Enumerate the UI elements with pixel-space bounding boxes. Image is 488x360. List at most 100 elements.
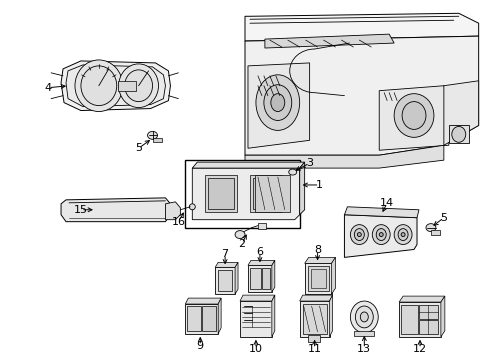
Polygon shape <box>185 304 218 334</box>
Polygon shape <box>240 295 274 301</box>
Polygon shape <box>192 168 299 220</box>
Bar <box>257 223 265 229</box>
Text: 1: 1 <box>315 180 323 190</box>
Polygon shape <box>61 198 170 222</box>
Polygon shape <box>379 86 448 150</box>
Polygon shape <box>66 65 165 107</box>
Polygon shape <box>304 264 331 294</box>
Bar <box>302 304 326 334</box>
Bar <box>187 306 201 331</box>
Polygon shape <box>244 13 478 41</box>
Polygon shape <box>208 178 234 209</box>
Polygon shape <box>61 61 170 111</box>
Polygon shape <box>304 257 335 264</box>
Polygon shape <box>443 81 478 145</box>
Text: 5: 5 <box>135 143 142 153</box>
Bar <box>202 306 216 331</box>
Polygon shape <box>249 175 281 212</box>
Text: 9: 9 <box>196 341 203 351</box>
Ellipse shape <box>189 204 195 210</box>
Text: 14: 14 <box>379 198 393 208</box>
Bar <box>400 305 417 334</box>
Text: 12: 12 <box>412 344 426 354</box>
Polygon shape <box>252 178 278 209</box>
Ellipse shape <box>235 231 244 239</box>
Ellipse shape <box>264 85 291 121</box>
Polygon shape <box>398 296 444 302</box>
Text: 5: 5 <box>440 213 447 223</box>
Polygon shape <box>218 298 221 334</box>
Polygon shape <box>344 207 418 218</box>
Ellipse shape <box>81 66 117 105</box>
Text: 16: 16 <box>171 217 185 227</box>
Polygon shape <box>205 175 237 212</box>
Polygon shape <box>240 301 271 337</box>
Polygon shape <box>331 257 335 294</box>
Ellipse shape <box>360 312 367 322</box>
Ellipse shape <box>75 60 122 112</box>
Polygon shape <box>329 295 332 337</box>
Polygon shape <box>271 295 274 337</box>
Polygon shape <box>440 296 444 337</box>
Polygon shape <box>185 298 221 304</box>
Ellipse shape <box>375 229 386 240</box>
Ellipse shape <box>119 64 158 108</box>
Polygon shape <box>247 260 274 265</box>
Polygon shape <box>165 202 180 220</box>
Text: 4: 4 <box>44 83 52 93</box>
Polygon shape <box>192 162 304 168</box>
Bar <box>262 268 269 289</box>
Ellipse shape <box>147 131 157 139</box>
Ellipse shape <box>357 233 361 237</box>
Polygon shape <box>264 34 393 48</box>
Polygon shape <box>247 63 309 148</box>
Ellipse shape <box>124 70 152 102</box>
Bar <box>307 266 328 291</box>
Polygon shape <box>344 215 416 257</box>
Polygon shape <box>299 162 304 215</box>
Bar <box>118 81 135 91</box>
Text: 3: 3 <box>305 158 312 168</box>
Ellipse shape <box>397 229 407 240</box>
Polygon shape <box>215 267 235 294</box>
Polygon shape <box>247 265 271 292</box>
Ellipse shape <box>451 126 465 142</box>
Polygon shape <box>299 295 332 301</box>
Text: 11: 11 <box>307 344 321 354</box>
Bar <box>310 269 325 288</box>
Text: 2: 2 <box>238 239 245 248</box>
Polygon shape <box>244 145 443 168</box>
Bar <box>152 138 162 142</box>
Bar <box>307 335 319 342</box>
Ellipse shape <box>400 233 404 237</box>
Text: 8: 8 <box>313 246 321 256</box>
Ellipse shape <box>288 169 296 175</box>
Bar <box>430 230 439 235</box>
Polygon shape <box>271 260 274 292</box>
Text: 6: 6 <box>256 247 263 257</box>
Text: 13: 13 <box>357 344 370 354</box>
Polygon shape <box>254 175 289 212</box>
Polygon shape <box>398 302 440 337</box>
Ellipse shape <box>354 229 364 240</box>
Ellipse shape <box>401 102 425 129</box>
Ellipse shape <box>270 94 284 112</box>
Bar <box>249 268 261 289</box>
Text: 10: 10 <box>248 344 263 354</box>
Text: 7: 7 <box>221 249 228 260</box>
Ellipse shape <box>350 301 377 333</box>
Ellipse shape <box>371 225 389 244</box>
Polygon shape <box>299 301 329 337</box>
Ellipse shape <box>393 94 433 137</box>
Polygon shape <box>235 262 238 294</box>
Bar <box>448 125 468 143</box>
Ellipse shape <box>393 225 411 244</box>
Ellipse shape <box>255 75 299 130</box>
Bar <box>185 160 299 228</box>
Bar <box>418 320 437 334</box>
Polygon shape <box>215 262 238 267</box>
Ellipse shape <box>425 224 435 231</box>
Ellipse shape <box>350 225 367 244</box>
Ellipse shape <box>355 306 372 328</box>
Bar <box>354 331 373 336</box>
